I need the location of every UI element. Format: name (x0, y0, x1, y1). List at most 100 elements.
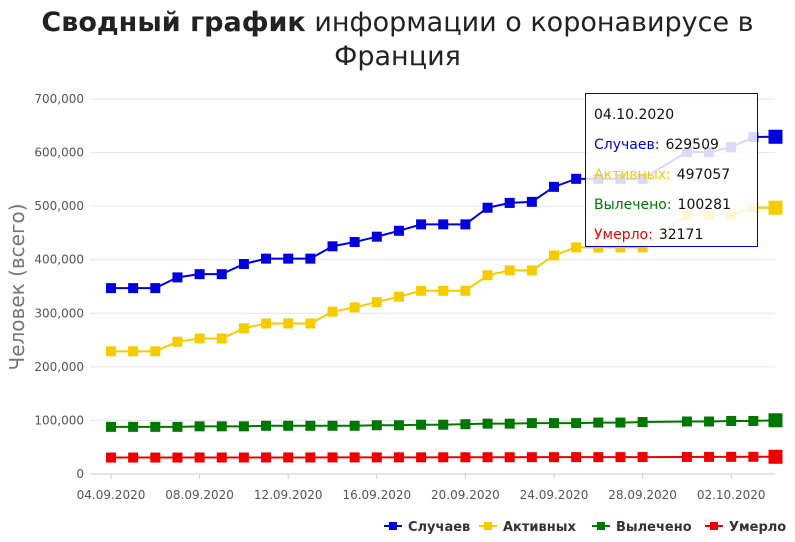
data-point (106, 421, 116, 432)
data-point (349, 237, 360, 248)
data-point (128, 283, 139, 294)
legend-label: Активных (503, 520, 576, 535)
x-tick-label: 16.09.2020 (342, 488, 411, 502)
data-point (393, 420, 404, 431)
data-point (681, 416, 692, 427)
data-point (637, 452, 648, 463)
data-point (150, 283, 161, 294)
data-point (482, 418, 493, 429)
data-point (549, 181, 559, 192)
data-point (571, 173, 582, 184)
x-tick-label: 08.09.2020 (165, 488, 234, 502)
y-tick-label: 100,000 (34, 413, 84, 427)
legend-marker (597, 522, 605, 530)
data-point (681, 451, 692, 462)
data-point (768, 129, 783, 144)
legend-item: Вылечено (592, 520, 692, 535)
data-point (216, 269, 227, 280)
data-point (305, 452, 316, 463)
data-point (327, 452, 338, 463)
tooltip-value: 497057 (676, 167, 731, 183)
data-point (216, 421, 227, 432)
tooltip: 04.10.2020 Случаев: 629509 Активных: 497057… (585, 93, 758, 247)
data-point (216, 333, 227, 344)
data-point (438, 452, 449, 463)
data-point (172, 421, 183, 432)
data-point (172, 272, 183, 283)
chart-title-rest: информации о коронавирусе в Франция (305, 7, 754, 72)
legend-item: Случаев (384, 520, 470, 535)
y-tick-label: 300,000 (34, 306, 84, 320)
data-point (482, 452, 493, 463)
data-point (416, 219, 427, 230)
data-point (172, 336, 183, 347)
data-point (615, 417, 626, 428)
data-point (615, 242, 626, 253)
data-point (371, 452, 382, 463)
data-point (593, 242, 604, 253)
tooltip-value: 100281 (677, 197, 731, 213)
data-point (194, 452, 205, 463)
data-point (416, 285, 427, 296)
data-point (748, 415, 759, 426)
data-point (371, 231, 382, 242)
tooltip-label: Умерло: (594, 227, 653, 243)
legend-label: Случаев (408, 520, 470, 535)
axes: 0 100,000 200,000 300,000 400,000 500,000 600,… (34, 92, 775, 502)
chart-title: Сводный график информации о коронавирусе… (0, 6, 795, 74)
data-point (504, 265, 515, 276)
data-point (438, 219, 449, 230)
data-point (194, 333, 205, 344)
tooltip-row: Вылечено: 100281 (594, 190, 749, 220)
x-tick-label: 12.09.2020 (254, 488, 323, 502)
y-tick-label: 200,000 (34, 360, 84, 374)
x-tick-label: 02.10.2020 (697, 488, 766, 502)
series-3 (106, 449, 783, 464)
data-point (305, 318, 316, 329)
data-point (460, 419, 471, 430)
tooltip-date: 04.10.2020 (594, 107, 675, 123)
x-tick-label: 28.09.2020 (608, 488, 677, 502)
data-point (393, 291, 404, 302)
data-point (128, 452, 139, 463)
tooltip-value: 629509 (665, 137, 719, 153)
data-point (349, 452, 360, 463)
tooltip-row: Активных: 497057 (594, 160, 749, 190)
data-point (150, 452, 161, 463)
data-point (283, 253, 294, 264)
data-point (726, 415, 737, 426)
data-point (305, 420, 316, 431)
tooltip-value: 32171 (658, 227, 704, 243)
y-tick-label: 0 (76, 467, 84, 481)
y-tick-label: 700,000 (34, 92, 84, 106)
data-point (216, 452, 227, 463)
data-point (261, 420, 272, 431)
data-point (150, 346, 161, 357)
data-point (482, 270, 493, 281)
series-2 (106, 413, 783, 432)
data-point (238, 259, 249, 269)
data-point (637, 242, 648, 253)
data-point (504, 452, 515, 463)
legend-item: Умерло (705, 520, 786, 535)
data-point (593, 417, 604, 428)
x-tick-label: 24.09.2020 (520, 488, 589, 502)
data-point (416, 419, 427, 430)
data-point (460, 452, 471, 463)
data-point (768, 413, 783, 428)
data-point (327, 420, 338, 431)
data-point (106, 452, 116, 463)
data-point (194, 421, 205, 432)
data-point (593, 452, 604, 463)
y-tick-label: 400,000 (34, 253, 84, 267)
data-point (106, 346, 116, 357)
data-point (549, 452, 559, 463)
y-axis-label: Человек (всего) (5, 203, 29, 370)
tooltip-label: Вылечено: (594, 197, 672, 213)
data-point (549, 418, 559, 429)
legend-marker (389, 522, 397, 530)
data-point (526, 196, 537, 207)
y-tick-label: 500,000 (34, 199, 84, 213)
tooltip-row: Умерло: 32171 (594, 220, 749, 250)
